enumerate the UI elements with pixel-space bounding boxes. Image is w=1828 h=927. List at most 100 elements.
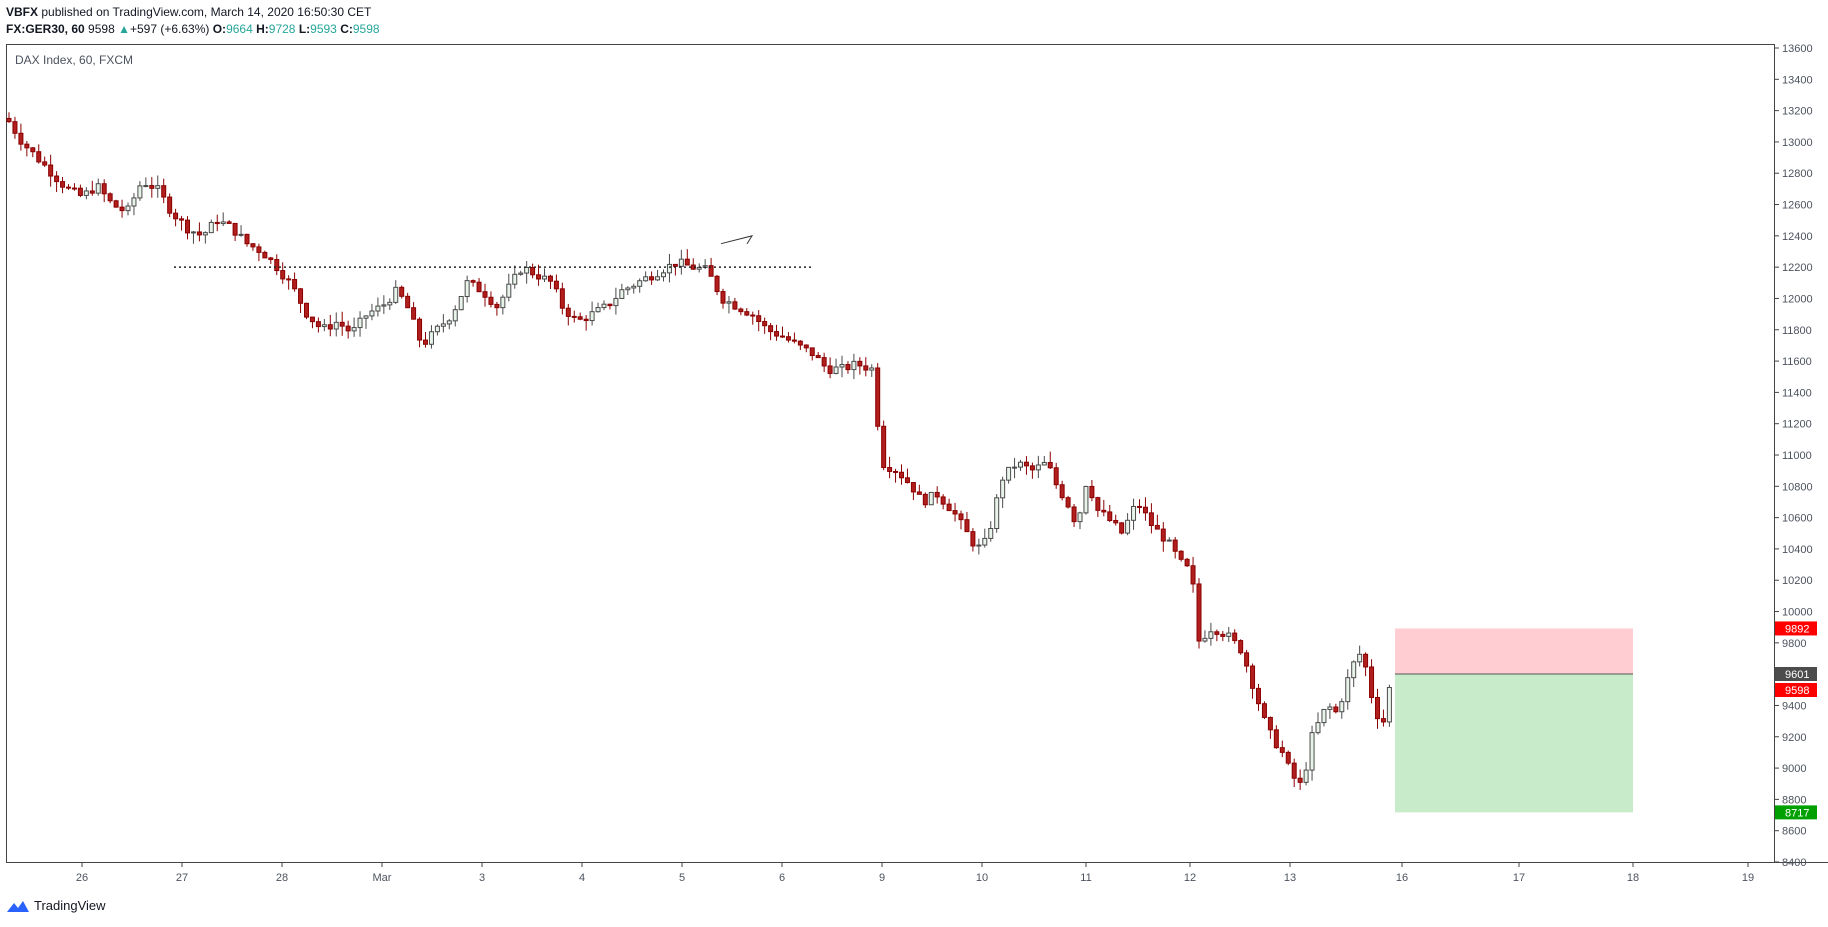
price-tick-label: 12800 xyxy=(1782,168,1813,180)
candle-down xyxy=(827,365,833,374)
candle-down xyxy=(399,286,405,297)
candle-down xyxy=(887,467,893,472)
candle-down xyxy=(815,355,821,359)
price-tick-label: 11800 xyxy=(1782,325,1812,337)
candle-down xyxy=(547,275,553,282)
candle-up xyxy=(1035,464,1041,471)
stop-loss-zone[interactable] xyxy=(1395,628,1633,674)
price-tick-label: 12600 xyxy=(1782,200,1813,212)
price-tick-label: 10600 xyxy=(1782,513,1813,525)
candle-up xyxy=(1351,661,1357,679)
candle-down xyxy=(1107,511,1113,521)
candle-down xyxy=(1113,519,1119,524)
candle-down xyxy=(1279,747,1285,753)
candle-down xyxy=(315,321,321,328)
position-zones[interactable] xyxy=(1395,628,1633,813)
candle-down xyxy=(309,316,315,323)
candle-up xyxy=(375,305,381,312)
candle-down xyxy=(417,318,423,341)
candle-up xyxy=(1012,466,1018,469)
time-axis[interactable]: 26 27 28 Mar 3 4 5 6 9 10 11 12 13 16 17 18 19 xyxy=(76,862,1754,884)
candle-up xyxy=(1315,722,1321,734)
candle-down xyxy=(161,185,167,198)
last-price: 9598 xyxy=(88,22,115,36)
candle-up xyxy=(726,301,732,304)
time-tick-label: 17 xyxy=(1513,872,1525,884)
candle-up xyxy=(125,205,131,212)
candle-down xyxy=(934,491,940,498)
candle-up xyxy=(1321,708,1327,724)
candle-up xyxy=(464,280,470,298)
candle-down xyxy=(179,218,185,221)
candle-up xyxy=(869,367,875,371)
candle-down xyxy=(571,315,577,318)
candle-down xyxy=(1065,497,1071,508)
candle-down xyxy=(119,206,125,212)
candle-up xyxy=(524,266,530,274)
tradingview-logo[interactable]: TradingView xyxy=(6,898,106,913)
candle-down xyxy=(1137,505,1142,508)
price-tick-label: 12000 xyxy=(1782,293,1813,305)
candle-down xyxy=(1214,631,1220,635)
ohlc-legend: FX:GER30, 60 9598 ▲+597 (+6.63%) O:9664 … xyxy=(6,21,380,37)
price-badge xyxy=(1775,682,1817,697)
candle-down xyxy=(286,278,292,281)
candle-down xyxy=(1273,729,1279,749)
drawings-layer[interactable] xyxy=(174,235,812,268)
time-tick-label: 28 xyxy=(276,872,288,884)
candle-up xyxy=(1018,461,1023,468)
candle-down xyxy=(1095,497,1101,511)
symbol-label[interactable]: FX:GER30, 60 xyxy=(6,22,85,36)
candle-down xyxy=(607,303,613,307)
pane-title: DAX Index, 60, FXCM xyxy=(15,53,133,67)
candle-down xyxy=(893,470,899,473)
candle-down xyxy=(488,296,494,305)
publisher-name[interactable]: VBFX xyxy=(6,5,39,19)
candle-down xyxy=(583,318,589,322)
candle-down xyxy=(1178,550,1184,560)
candle-down xyxy=(36,151,42,163)
candle-down xyxy=(107,193,113,202)
candle-up xyxy=(1041,461,1047,466)
candle-down xyxy=(89,190,95,194)
close-value: 9598 xyxy=(352,22,380,36)
candle-down xyxy=(785,336,791,341)
candle-up xyxy=(452,309,458,322)
time-tick-label: 11 xyxy=(1080,872,1091,884)
candle-down xyxy=(1291,762,1297,779)
candle-down xyxy=(756,315,762,322)
candle-down xyxy=(60,181,66,188)
take-profit-zone[interactable] xyxy=(1395,673,1633,813)
time-tick-label: 13 xyxy=(1284,872,1296,884)
price-tick-label: 8600 xyxy=(1782,826,1806,838)
candle-down xyxy=(530,266,536,276)
candle-down xyxy=(946,503,952,512)
close-label: C: xyxy=(340,22,353,36)
candle-up xyxy=(1339,701,1345,713)
price-tick-label: 13600 xyxy=(1782,43,1813,55)
publish-text: published on TradingView.com, March 14, … xyxy=(41,5,372,19)
candle-down xyxy=(24,143,30,149)
price-tick-label: 10200 xyxy=(1782,575,1813,587)
time-tick-label: 6 xyxy=(779,872,785,884)
candle-down xyxy=(482,291,488,298)
candle-down xyxy=(774,331,780,337)
annotation-arrow[interactable] xyxy=(720,235,754,245)
candle-up xyxy=(631,285,637,289)
price-tick-label: 12200 xyxy=(1782,262,1813,274)
candle-down xyxy=(1363,653,1369,668)
candle-up xyxy=(208,221,214,234)
price-badge-label: 9598 xyxy=(1785,685,1809,697)
candle-up xyxy=(619,289,625,299)
price-axis[interactable]: 8400860088009000920094009600980010000102… xyxy=(1774,43,1813,869)
price-badge-label: 9601 xyxy=(1785,669,1809,681)
candle-down xyxy=(922,493,928,506)
candle-down xyxy=(1142,506,1148,514)
candle-up xyxy=(542,275,547,280)
candle-down xyxy=(1190,565,1196,585)
candle-down xyxy=(577,316,583,320)
candle-up xyxy=(839,364,845,368)
candle-down xyxy=(280,270,286,280)
candle-down xyxy=(1023,461,1029,467)
